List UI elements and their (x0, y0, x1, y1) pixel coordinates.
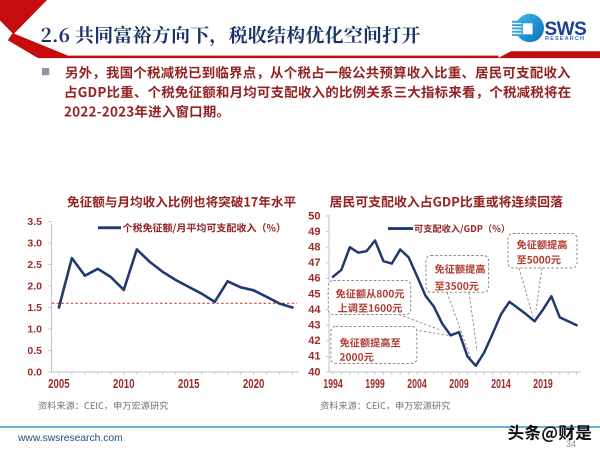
svg-text:46: 46 (308, 273, 320, 285)
svg-text:2014: 2014 (491, 376, 511, 391)
svg-text:RESEARCH: RESEARCH (545, 36, 585, 42)
svg-text:2010: 2010 (113, 376, 135, 391)
svg-text:3.0: 3.0 (27, 238, 42, 250)
svg-text:41: 41 (308, 351, 320, 363)
svg-text:0.0: 0.0 (27, 367, 42, 379)
svg-text:2020: 2020 (243, 376, 265, 391)
svg-text:1994: 1994 (323, 376, 343, 391)
svg-text:42: 42 (308, 335, 320, 347)
svg-text:3.5: 3.5 (27, 216, 42, 228)
svg-text:2019: 2019 (533, 376, 553, 391)
svg-text:1999: 1999 (365, 376, 385, 391)
svg-text:2.5: 2.5 (27, 259, 42, 271)
svg-text:www.swsresearch.com: www.swsresearch.com (17, 433, 123, 444)
svg-text:34: 34 (566, 439, 576, 449)
svg-text:49: 49 (308, 226, 320, 238)
svg-text:45: 45 (308, 288, 320, 300)
svg-text:2.0: 2.0 (27, 281, 42, 293)
svg-text:2004: 2004 (407, 376, 427, 391)
svg-text:SWS: SWS (545, 19, 587, 40)
svg-text:43: 43 (308, 320, 320, 332)
svg-text:48: 48 (308, 242, 320, 254)
svg-text:40: 40 (308, 366, 320, 378)
svg-text:1.5: 1.5 (27, 302, 42, 314)
svg-text:2015: 2015 (178, 376, 200, 391)
svg-text:2009: 2009 (449, 376, 469, 391)
svg-text:1.0: 1.0 (27, 324, 42, 336)
svg-text:0.5: 0.5 (27, 345, 42, 357)
svg-text:47: 47 (308, 257, 320, 269)
svg-text:50: 50 (308, 210, 320, 222)
svg-text:44: 44 (308, 304, 321, 316)
svg-text:2005: 2005 (48, 376, 70, 391)
